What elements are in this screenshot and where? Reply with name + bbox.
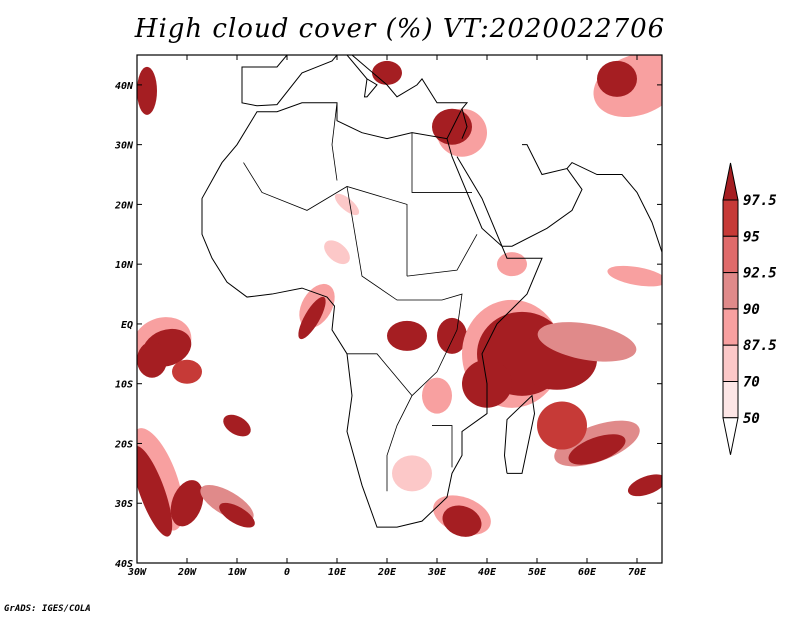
cloud-area <box>422 377 452 414</box>
country-border <box>411 132 472 193</box>
coastline <box>566 161 662 253</box>
lon-tick-label: 0 <box>284 567 290 578</box>
country-border <box>347 353 413 396</box>
colorbar-label: 90 <box>743 302 760 318</box>
coastline <box>201 102 543 528</box>
cloud-area <box>497 252 527 277</box>
cloud-area <box>537 401 587 450</box>
lon-tick-label: 10E <box>328 567 347 578</box>
coastline <box>351 55 469 139</box>
colorbar-label: 70 <box>743 375 760 391</box>
cloud-area <box>627 474 662 497</box>
cloud-cover-field <box>137 55 662 537</box>
colorbar-max-triangle <box>722 162 739 201</box>
lon-tick-label: 30E <box>427 567 447 578</box>
cloud-area <box>137 445 173 537</box>
coastline <box>241 55 338 107</box>
country-border <box>346 186 463 492</box>
cloud-area <box>387 320 427 351</box>
colorbar-segment <box>722 199 739 237</box>
map-frame <box>136 54 663 564</box>
lat-tick-label: 10N <box>115 260 134 271</box>
lon-tick-label: 30W <box>127 567 147 578</box>
colorbar-label: 92.5 <box>743 266 777 282</box>
colorbar-min-triangle <box>722 417 739 455</box>
cloud-area <box>442 505 482 537</box>
colorbar-label: 95 <box>743 229 760 245</box>
grads-credit: GrADS: IGES/COLA <box>4 604 91 614</box>
lat-tick-label: 40S <box>115 559 133 570</box>
cloud-area <box>597 60 637 97</box>
coastline <box>346 55 378 98</box>
coastlines <box>201 55 662 528</box>
lon-tick-label: 60E <box>578 567 597 578</box>
lat-tick-label: EQ <box>121 320 133 331</box>
lat-tick-label: 20N <box>114 200 134 211</box>
colorbar-segment <box>722 272 739 310</box>
cloud-area <box>432 108 472 145</box>
lon-tick-label: 40E <box>478 567 497 578</box>
country-border <box>243 162 408 277</box>
lat-tick-label: 10S <box>115 380 133 391</box>
lon-tick-label: 50E <box>528 567 547 578</box>
lon-tick-label: 20E <box>377 567 397 578</box>
colorbar-label: 87.5 <box>743 338 777 354</box>
cloud-area <box>568 434 626 465</box>
cloud-area <box>137 66 157 115</box>
cloud-area <box>137 341 167 378</box>
colorbar-segment <box>722 344 739 383</box>
coastline <box>456 144 583 247</box>
colorbar: 97.5 95 92.5 90 87.5 70 50 <box>722 162 777 455</box>
colorbar-segment <box>722 308 739 346</box>
coastline <box>461 108 468 139</box>
cloud-area <box>372 60 402 85</box>
axis-ticks: 30W 20W 10W 0 10E 20E 30E 40E 50E 60E 70E 40N 30N 20N… <box>114 55 662 578</box>
cloud-area <box>324 240 350 265</box>
cloud-area <box>392 455 432 492</box>
map-title: High cloud cover (%) VT:2020022706 <box>134 14 666 44</box>
lat-tick-label: 40N <box>115 81 134 92</box>
colorbar-segment <box>722 235 739 274</box>
lat-tick-label: 20S <box>114 439 133 450</box>
cloud-area <box>223 414 251 437</box>
coastline <box>503 394 536 474</box>
cloud-area <box>219 502 255 528</box>
cloud-area <box>170 480 204 527</box>
lon-tick-label: 20W <box>177 567 197 578</box>
lat-tick-label: 30S <box>114 499 133 510</box>
cloud-area <box>334 193 360 216</box>
colorbar-label: 97.5 <box>743 193 777 209</box>
lon-tick-label: 10W <box>228 567 247 578</box>
lon-tick-label: 70E <box>628 567 647 578</box>
colorbar-segment <box>722 381 739 419</box>
cloud-area <box>172 359 202 384</box>
cloud-area <box>537 322 637 362</box>
country-border <box>331 102 338 181</box>
lat-tick-label: 30N <box>114 141 134 152</box>
country-border <box>432 425 453 468</box>
cloud-area <box>298 296 326 340</box>
colorbar-label: 50 <box>743 411 760 427</box>
cloud-area <box>607 265 662 287</box>
country-border <box>406 234 478 277</box>
cloud-area <box>437 317 467 354</box>
